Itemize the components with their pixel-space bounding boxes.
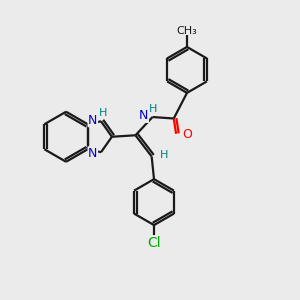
Text: H: H bbox=[149, 104, 157, 114]
Text: CH₃: CH₃ bbox=[177, 26, 197, 36]
Text: N: N bbox=[88, 114, 98, 127]
Text: N: N bbox=[88, 147, 98, 160]
Text: H: H bbox=[160, 150, 168, 160]
Text: O: O bbox=[183, 128, 192, 141]
Text: N: N bbox=[139, 109, 148, 122]
Text: Cl: Cl bbox=[147, 236, 161, 250]
Text: H: H bbox=[99, 108, 108, 118]
